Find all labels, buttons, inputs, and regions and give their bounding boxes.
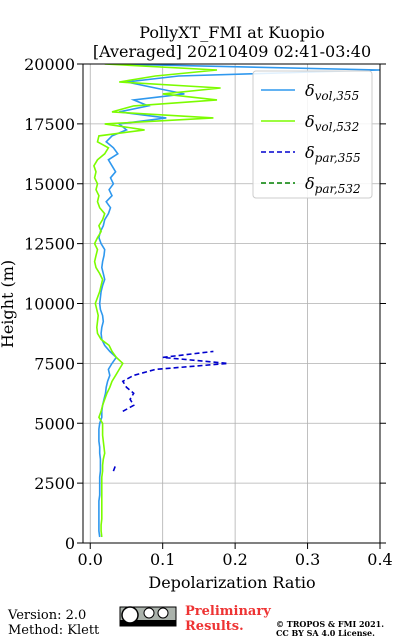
legend: δvol,355 δvol,532 δpar,355 δpar,532 [252, 70, 373, 199]
legend-label: δpar,532 [305, 174, 361, 196]
x-tick-label: 0.1 [150, 550, 175, 569]
y-tick-label: 15000 [24, 175, 75, 194]
x-axis-label: Depolarization Ratio [148, 573, 315, 592]
method: Method: Klett [8, 623, 100, 638]
cc-logo [119, 606, 177, 627]
plot-frame [82, 63, 381, 544]
y-tick-label: 20000 [24, 55, 75, 74]
x-tick-label: 0.4 [367, 550, 392, 569]
x-tick-label: 0.0 [78, 550, 103, 569]
chart-title: PollyXT_FMI at Kuopio [139, 23, 325, 42]
preliminary-note: Preliminary [185, 604, 271, 619]
y-tick-label: 12500 [24, 235, 75, 254]
legend-box [252, 70, 373, 199]
x-tick-label: 0.3 [295, 550, 320, 569]
data-line [112, 350, 228, 472]
preliminary-note: Results. [185, 619, 244, 634]
legend-label: δpar,355 [305, 143, 361, 165]
legend-label: δvol,532 [305, 112, 359, 134]
version: Version: 2.0 [7, 608, 86, 623]
y-tick-label: 7500 [34, 354, 75, 373]
legend-label: δvol,355 [305, 81, 359, 103]
y-tick-label: 10000 [24, 295, 75, 314]
copyright: © TROPOS & FMI 2021. [276, 619, 384, 629]
x-tick-label: 0.2 [222, 550, 247, 569]
license: CC BY SA 4.0 License. [276, 628, 375, 638]
data-line [98, 64, 380, 538]
data-line [93, 64, 221, 538]
y-tick-label: 0 [65, 534, 75, 553]
y-axis-label: Height (m) [0, 260, 17, 348]
y-tick-label: 17500 [24, 115, 75, 134]
y-tick-label: 5000 [34, 414, 75, 433]
chart-subtitle: [Averaged] 20210409 02:41-03:40 [93, 42, 371, 61]
y-tick-label: 2500 [34, 474, 75, 493]
